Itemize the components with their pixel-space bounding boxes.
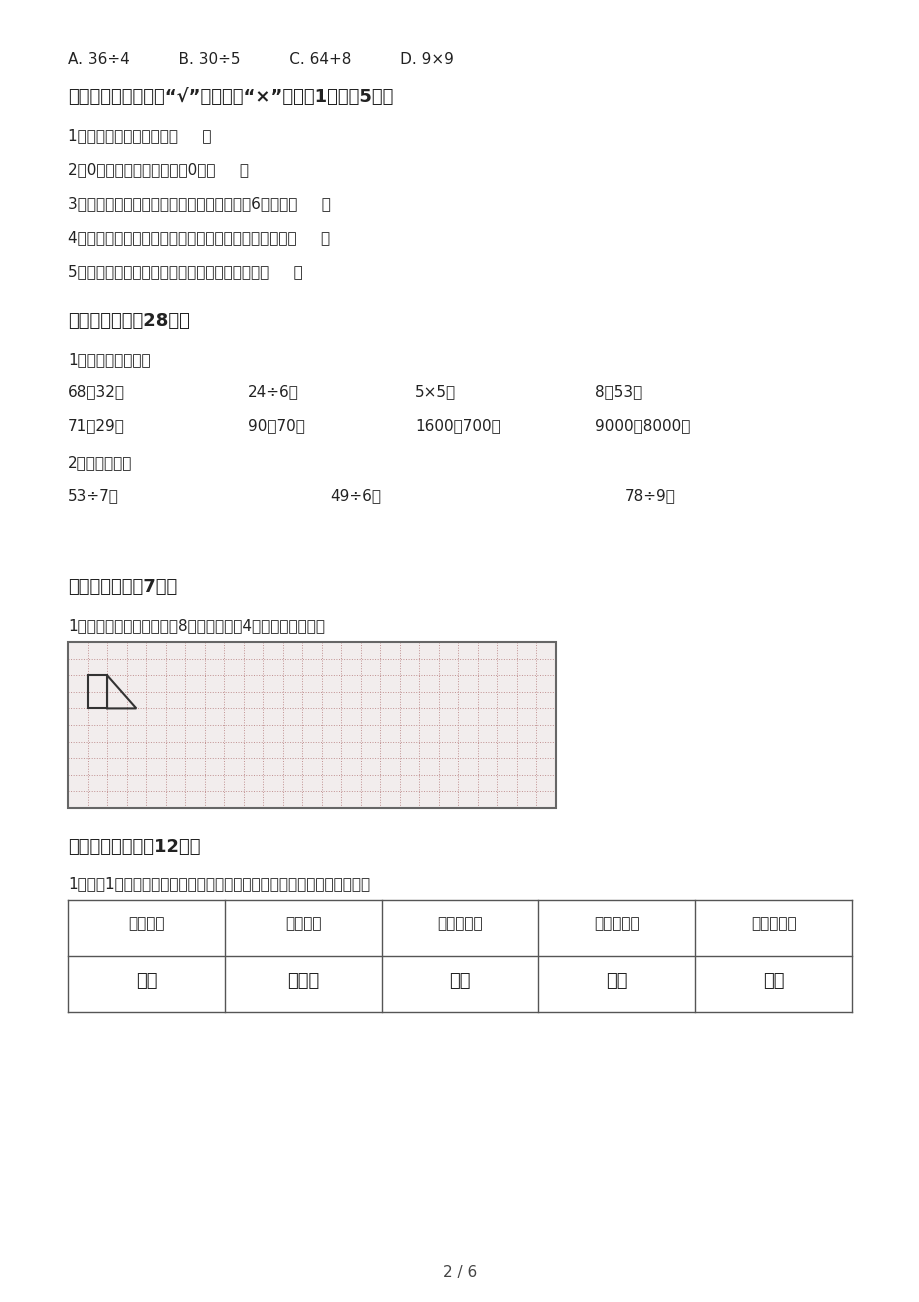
Text: 1600－700＝: 1600－700＝ — [414, 418, 500, 434]
Text: 53÷7＝: 53÷7＝ — [68, 488, 119, 503]
Text: 8＋53＝: 8＋53＝ — [595, 384, 641, 398]
Text: 1、二（1）班同学调查了本班同学参加社团的情况，下面是他们的记录：: 1、二（1）班同学调查了本班同学参加社团的情况，下面是他们的记录： — [68, 876, 369, 891]
Text: 正正: 正正 — [606, 973, 627, 991]
Text: 2、竖式计算。: 2、竖式计算。 — [68, 454, 132, 470]
Text: 90＋70＝: 90＋70＝ — [248, 418, 304, 434]
Text: A. 36÷4          B. 30÷5          C. 64+8          D. 9×9: A. 36÷4 B. 30÷5 C. 64+8 D. 9×9 — [68, 52, 453, 66]
Text: 24÷6＝: 24÷6＝ — [248, 384, 299, 398]
Text: 乒乓球社团: 乒乓球社团 — [437, 917, 482, 931]
Text: 儿童画社团: 儿童画社团 — [594, 917, 639, 931]
Text: 2、0乘或除以任何数，都冗0。（     ）: 2、0乘或除以任何数，都冗0。（ ） — [68, 161, 249, 177]
Text: 三、判断题（对的打“√”，错的打“×”。每题1分，共5分）: 三、判断题（对的打“√”，错的打“×”。每题1分，共5分） — [68, 89, 393, 105]
Text: 3、有三个同学，每两人握一次手，一共要握6次手。（     ）: 3、有三个同学，每两人握一次手，一共要握6次手。（ ） — [68, 197, 331, 211]
Text: 正下: 正下 — [448, 973, 471, 991]
Text: 正卢: 正卢 — [762, 973, 784, 991]
Text: 五、作图题。（7分）: 五、作图题。（7分） — [68, 578, 177, 596]
Text: 1、请画出下面图形向右平8格，再向下平4格后得到的图形。: 1、请画出下面图形向右平8格，再向下平4格后得到的图形。 — [68, 618, 324, 633]
Text: 正丁: 正丁 — [135, 973, 157, 991]
Text: 9000－8000＝: 9000－8000＝ — [595, 418, 689, 434]
Text: 象棋社团: 象棋社团 — [128, 917, 165, 931]
Text: 踢健子社团: 踢健子社团 — [750, 917, 796, 931]
Text: 5×5＝: 5×5＝ — [414, 384, 456, 398]
Text: 68－32＝: 68－32＝ — [68, 384, 125, 398]
Text: 六、统计图表。（12分）: 六、统计图表。（12分） — [68, 838, 200, 855]
Text: 跳绳社团: 跳绳社团 — [285, 917, 321, 931]
Text: 71＋29＝: 71＋29＝ — [68, 418, 125, 434]
Text: 1、直接写出得数。: 1、直接写出得数。 — [68, 352, 151, 367]
Text: 2 / 6: 2 / 6 — [442, 1264, 477, 1280]
Text: 49÷6＝: 49÷6＝ — [330, 488, 380, 503]
Text: 5、傍晚，面对夕阳，我们面朝的方向是西面。（     ）: 5、傍晚，面对夕阳，我们面朝的方向是西面。（ ） — [68, 264, 302, 279]
Text: 4、在乘法算式里，积一定比其中任何一个乘数都大。（     ）: 4、在乘法算式里，积一定比其中任何一个乘数都大。（ ） — [68, 230, 330, 245]
Bar — [68, 642, 555, 809]
Text: 四、计算题。（28分）: 四、计算题。（28分） — [68, 312, 189, 329]
Text: 正正一: 正正一 — [287, 973, 319, 991]
Bar — [68, 642, 555, 809]
Text: 78÷9＝: 78÷9＝ — [624, 488, 675, 503]
Bar — [87, 676, 107, 708]
Text: 1、线段可以测量长度。（     ）: 1、线段可以测量长度。（ ） — [68, 128, 211, 143]
